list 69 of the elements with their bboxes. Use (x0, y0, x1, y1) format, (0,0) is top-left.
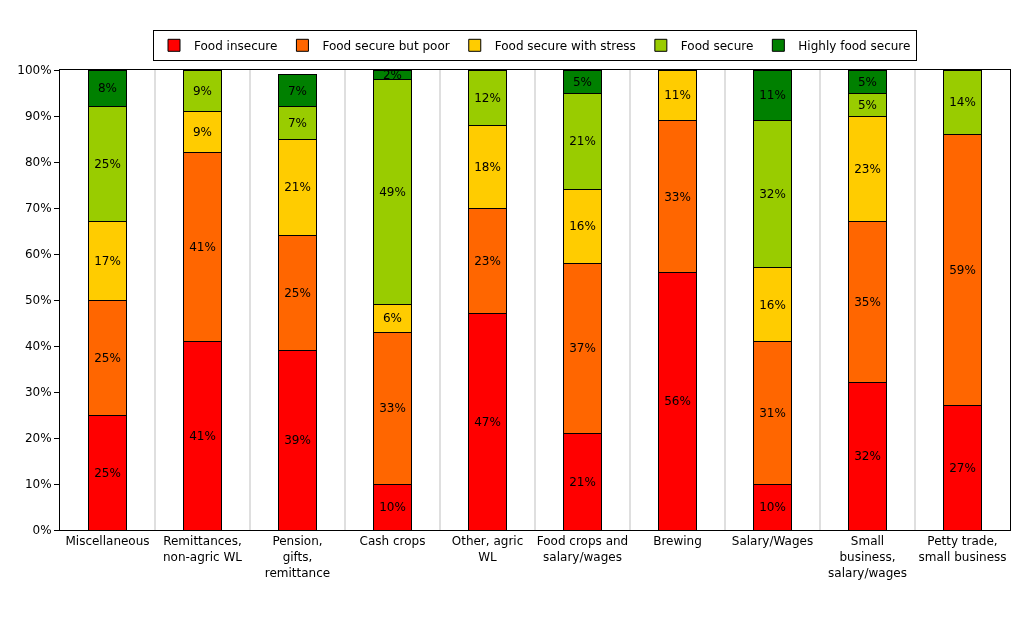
data-label: 59% (949, 263, 976, 278)
data-label: 33% (379, 401, 406, 416)
data-label: 9% (192, 125, 213, 140)
y-tick-label: 50% (24, 293, 52, 308)
data-label: 31% (759, 405, 786, 420)
data-label: 6% (382, 311, 403, 326)
x-tick-label: Food crops and salary/wages (536, 534, 629, 564)
data-label: 47% (474, 414, 501, 429)
x-tick-label: Miscellaneous (65, 534, 150, 549)
x-tick-label: Pension, gifts, remittance (264, 534, 331, 580)
data-label: 25% (94, 157, 121, 172)
data-label: 14% (949, 95, 976, 110)
x-tick-label: Small business, salary/wages (828, 534, 907, 580)
x-tick-label: Cash crops (359, 534, 426, 549)
data-label: 27% (949, 460, 976, 475)
legend-label: Food secure (680, 38, 754, 53)
legend-label: Food insecure (194, 38, 278, 53)
x-tick-label: Salary/Wages (731, 534, 814, 549)
data-label: 25% (94, 350, 121, 365)
data-label: 56% (664, 394, 691, 409)
data-label: 8% (97, 81, 118, 96)
x-tick-label: Petty trade, small business (918, 534, 1007, 564)
y-tick-label: 40% (24, 339, 52, 354)
legend-label: Food secure with stress (494, 38, 636, 53)
y-tick-label: 70% (24, 201, 52, 216)
y-tick-label: 30% (24, 385, 52, 400)
legend-label: Food secure but poor (322, 38, 450, 53)
data-label: 32% (759, 187, 786, 202)
data-label: 9% (192, 83, 213, 98)
data-label: 10% (379, 500, 406, 514)
y-tick-label: 100% (17, 63, 52, 78)
data-label: 12% (474, 90, 501, 105)
data-label: 10% (759, 500, 786, 514)
y-tick-label: 20% (24, 431, 52, 446)
y-tick-label: 80% (24, 155, 52, 170)
data-label: 7% (287, 83, 308, 98)
data-label: 49% (379, 184, 406, 199)
data-label: 41% (189, 428, 216, 443)
data-label: 33% (664, 189, 691, 204)
y-tick-label: 10% (24, 477, 52, 492)
data-label: 11% (664, 88, 691, 103)
data-label: 16% (759, 297, 786, 312)
data-label: 5% (857, 74, 878, 89)
data-label: 11% (759, 88, 786, 103)
data-label: 37% (569, 341, 596, 356)
data-label: 21% (569, 134, 596, 149)
data-label: 39% (284, 433, 311, 448)
data-label: 5% (857, 97, 878, 112)
data-label: 5% (572, 74, 593, 89)
legend-label: Highly food secure (798, 38, 911, 53)
x-tick-label: Brewing (653, 534, 702, 549)
data-label: 41% (189, 240, 216, 255)
data-label: 23% (854, 161, 881, 176)
data-label: 25% (94, 465, 121, 480)
data-label: 35% (854, 295, 881, 310)
y-tick-label: 90% (24, 109, 52, 124)
data-label: 25% (284, 286, 311, 301)
data-label: 17% (94, 253, 121, 268)
data-label: 23% (474, 253, 501, 268)
data-label: 21% (569, 474, 596, 489)
x-tick-label: Other, agric WL (451, 534, 524, 564)
data-label: 21% (284, 180, 311, 195)
y-tick-label: 0% (32, 523, 52, 538)
data-label: 32% (854, 449, 881, 464)
y-tick-label: 60% (24, 247, 52, 262)
data-label: 16% (569, 219, 596, 234)
data-label: 18% (474, 159, 501, 174)
x-tick-label: Remittances, non-agric WL (162, 534, 243, 564)
data-label: 7% (287, 115, 308, 130)
